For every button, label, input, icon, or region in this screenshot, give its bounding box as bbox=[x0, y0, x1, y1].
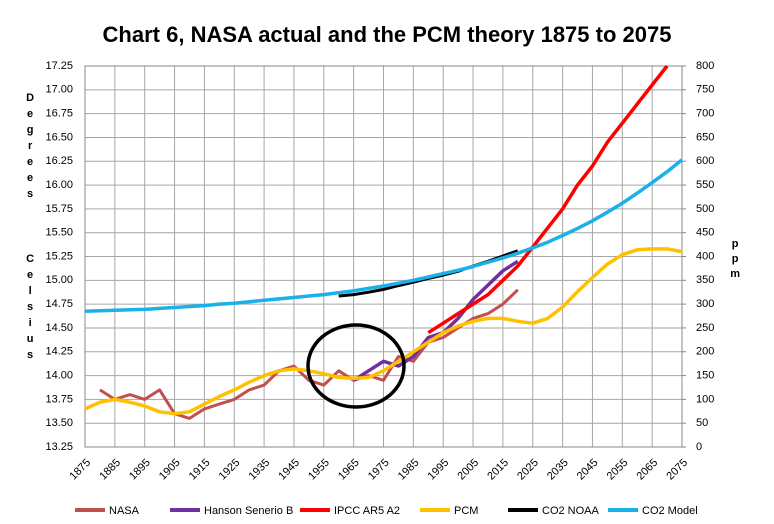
y2-tick-label: 50 bbox=[696, 417, 708, 429]
y-tick-label: 14.25 bbox=[45, 346, 73, 358]
x-tick-label: 2045 bbox=[575, 457, 601, 483]
x-tick-label: 1985 bbox=[396, 457, 422, 483]
series-line bbox=[99, 288, 519, 420]
x-tick-label: 2005 bbox=[455, 457, 481, 483]
x-tick-label: 1975 bbox=[366, 457, 392, 483]
grid bbox=[84, 65, 686, 448]
legend-label: CO2 Model bbox=[642, 505, 698, 517]
y-tick-label: 16.50 bbox=[45, 131, 73, 143]
y-tick-label: 15.75 bbox=[45, 203, 73, 215]
legend-label: PCM bbox=[454, 505, 478, 517]
legend-label: NASA bbox=[109, 505, 140, 517]
plot-border bbox=[84, 65, 683, 448]
y2-tick-label: 700 bbox=[696, 108, 714, 120]
y-tick-label: 13.50 bbox=[45, 417, 73, 429]
x-tick-label: 1925 bbox=[217, 457, 243, 483]
x-tick-label: 2025 bbox=[515, 457, 541, 483]
y-tick-label: 15.50 bbox=[45, 227, 73, 239]
y-tick-label: 16.75 bbox=[45, 108, 73, 120]
y-tick-label: 14.50 bbox=[45, 322, 73, 334]
y-tick-label: 15.00 bbox=[45, 274, 73, 286]
x-tick-label: 1945 bbox=[276, 457, 302, 483]
y-tick-label: 14.00 bbox=[45, 369, 73, 381]
x-tick-label: 2055 bbox=[605, 457, 631, 483]
y2-tick-label: 550 bbox=[696, 179, 714, 191]
y-tick-label: 13.75 bbox=[45, 393, 73, 405]
y2-tick-label: 100 bbox=[696, 393, 714, 405]
annotation-circle bbox=[306, 323, 406, 409]
x-tick-label: 1885 bbox=[97, 457, 123, 483]
y-tick-label: 16.00 bbox=[45, 179, 73, 191]
y-axis-label: Celsius bbox=[24, 253, 36, 365]
legend-label: IPCC AR5 A2 bbox=[334, 505, 400, 517]
x-tick-label: 1935 bbox=[246, 457, 272, 483]
legend-label: CO2 NOAA bbox=[542, 505, 600, 517]
x-tick-label: 1955 bbox=[306, 457, 332, 483]
x-tick-label: 1965 bbox=[336, 457, 362, 483]
x-tick-label: 1915 bbox=[187, 457, 213, 483]
y-tick-label: 17.25 bbox=[45, 60, 73, 72]
y2-tick-label: 750 bbox=[696, 84, 714, 96]
y-tick-label: 13.25 bbox=[45, 441, 73, 453]
series-line bbox=[427, 64, 669, 335]
plot bbox=[84, 64, 684, 420]
y-tick-label: 15.25 bbox=[45, 250, 73, 262]
x-tick-label: 1905 bbox=[157, 457, 183, 483]
y-axis-label: Degrees bbox=[24, 92, 36, 204]
y2-tick-label: 0 bbox=[696, 441, 702, 453]
y2-tick-label: 350 bbox=[696, 274, 714, 286]
y-tick-label: 17.00 bbox=[45, 84, 73, 96]
x-tick-label: 2075 bbox=[664, 457, 690, 483]
y-tick-label: 16.25 bbox=[45, 155, 73, 167]
y2-tick-label: 200 bbox=[696, 346, 714, 358]
x-tick-label: 1875 bbox=[67, 457, 93, 483]
y2-tick-label: 500 bbox=[696, 203, 714, 215]
series-line bbox=[352, 259, 519, 382]
legend-label: Hanson Senerio B bbox=[204, 505, 293, 517]
x-tick-label: 1995 bbox=[426, 457, 452, 483]
y-tick-label: 14.75 bbox=[45, 298, 73, 310]
y2-tick-label: 400 bbox=[696, 250, 714, 262]
y2-tick-label: 600 bbox=[696, 155, 714, 167]
y2-tick-label: 300 bbox=[696, 298, 714, 310]
x-tick-label: 1895 bbox=[127, 457, 153, 483]
series-line bbox=[84, 158, 684, 314]
y2-tick-label: 450 bbox=[696, 227, 714, 239]
y2-tick-label: 650 bbox=[696, 131, 714, 143]
x-tick-label: 2065 bbox=[635, 457, 661, 483]
y2-tick-label: 800 bbox=[696, 60, 714, 72]
y2-axis-label: ppm bbox=[729, 238, 741, 283]
series-line bbox=[84, 247, 683, 416]
x-tick-label: 2035 bbox=[545, 457, 571, 483]
y2-tick-label: 250 bbox=[696, 322, 714, 334]
y2-tick-label: 150 bbox=[696, 369, 714, 381]
chart-title: Chart 6, NASA actual and the PCM theory … bbox=[103, 22, 672, 47]
x-tick-label: 2015 bbox=[485, 457, 511, 483]
